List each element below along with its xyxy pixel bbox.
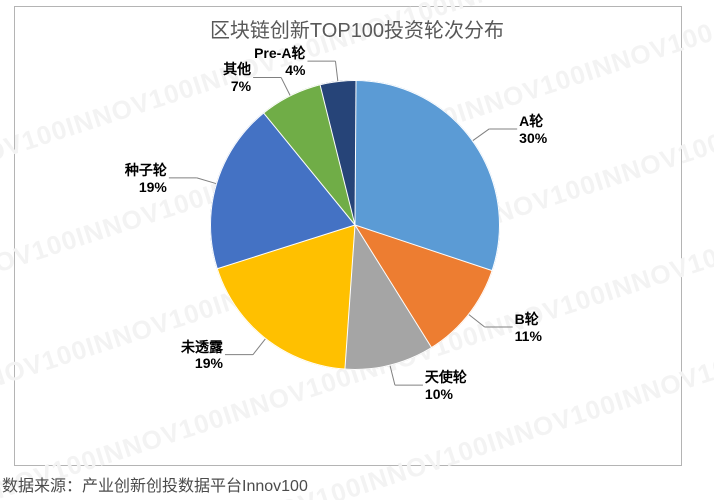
source-text: 产业创新创投数据平台Innov100 — [82, 478, 308, 495]
source-prefix: 数据来源： — [2, 478, 82, 495]
data-source: 数据来源：产业创新创投数据平台Innov100 — [2, 472, 308, 496]
pie-chart — [210, 80, 500, 370]
pie-disc — [210, 80, 500, 370]
chart-title: 区块链创新TOP100投资轮次分布 — [0, 14, 714, 43]
